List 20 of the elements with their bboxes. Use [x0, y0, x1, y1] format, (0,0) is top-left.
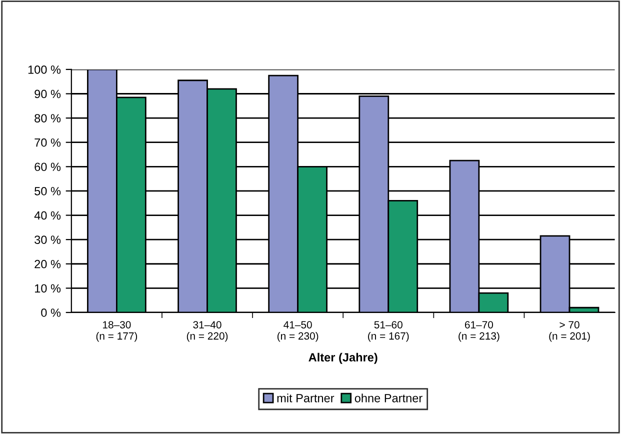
y-tick-label: 10 %	[34, 284, 61, 293]
y-tick-label: 20 %	[34, 260, 61, 268]
y-tick-label: 30 %	[34, 236, 61, 244]
x-tick-label: 18–30 (n = 177)	[96, 321, 138, 342]
y-tick-label: 0 %	[41, 308, 61, 317]
x-tick-label: 51–60 (n = 167)	[368, 321, 409, 342]
y-tick-label: 90 %	[34, 90, 61, 98]
x-tick-label: > 70 (n = 201)	[549, 321, 590, 342]
y-tick-label: 60 %	[34, 162, 61, 172]
x-tick-label: 61–70 (n = 213)	[458, 321, 500, 342]
y-tick-label: 50 %	[34, 186, 61, 196]
y-tick-label: 100 %	[28, 65, 61, 74]
x-axis-title: Alter (Jahre)	[308, 352, 378, 364]
x-tick-label: 41–50 (n = 230)	[277, 321, 318, 342]
y-tick-label: 80 %	[34, 114, 61, 122]
legend-label: mit Partner	[277, 394, 334, 402]
x-tick-label: 31–40 (n = 220)	[186, 321, 228, 342]
y-tick-label: 70 %	[34, 138, 61, 147]
y-tick-label: 40 %	[34, 211, 61, 220]
legend-label: ohne Partner	[354, 394, 422, 402]
